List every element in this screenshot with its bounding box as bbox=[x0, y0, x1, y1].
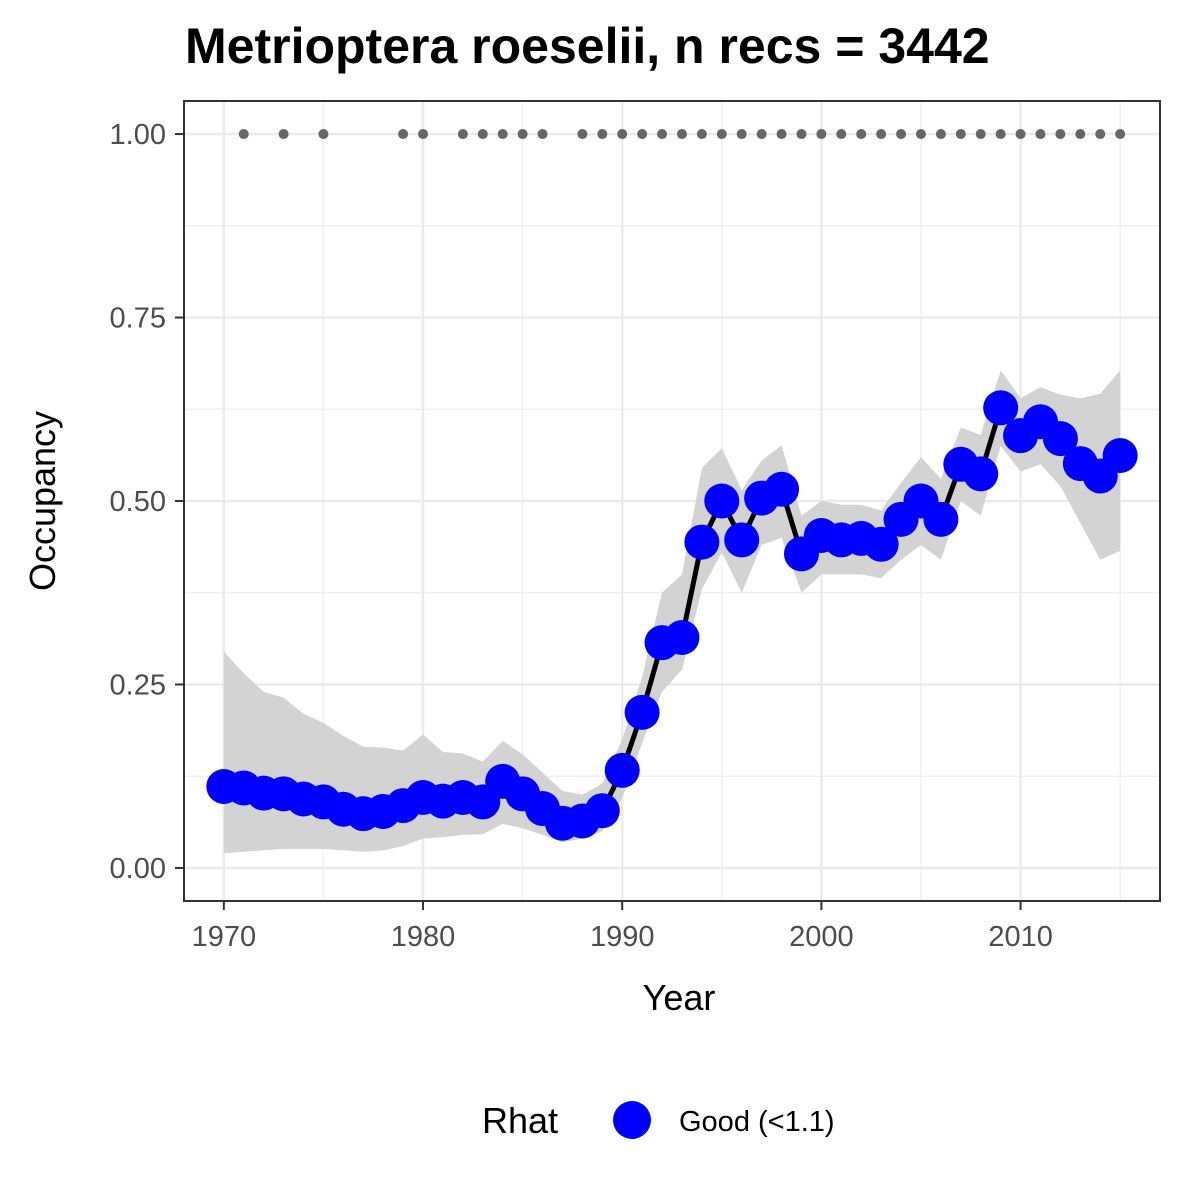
record-dot bbox=[975, 129, 986, 140]
record-dot bbox=[617, 129, 628, 140]
record-dot bbox=[1095, 129, 1106, 140]
record-dot bbox=[736, 129, 747, 140]
record-dots bbox=[238, 129, 1126, 140]
x-tick-label: 1980 bbox=[391, 921, 456, 953]
record-dot bbox=[398, 129, 409, 140]
data-point bbox=[584, 793, 620, 829]
record-dot bbox=[497, 129, 508, 140]
record-dot bbox=[776, 129, 787, 140]
record-dot bbox=[1035, 129, 1046, 140]
legend-key-good bbox=[613, 1101, 651, 1139]
data-point bbox=[983, 390, 1019, 426]
data-point bbox=[704, 483, 740, 519]
record-dot bbox=[238, 129, 249, 140]
y-tick-label: 0.50 bbox=[110, 486, 166, 518]
legend-title: Rhat bbox=[482, 1100, 558, 1141]
record-dot bbox=[856, 129, 867, 140]
record-dot bbox=[657, 129, 668, 140]
data-point bbox=[764, 471, 800, 507]
record-dot bbox=[1075, 129, 1086, 140]
record-dot bbox=[676, 129, 687, 140]
x-axis-title: Year bbox=[643, 977, 716, 1018]
y-tick-label: 1.00 bbox=[110, 119, 166, 151]
record-dot bbox=[756, 129, 767, 140]
data-point bbox=[684, 524, 720, 560]
record-dot bbox=[955, 129, 966, 140]
data-point bbox=[624, 694, 660, 730]
legend-label-good: Good (<1.1) bbox=[679, 1106, 835, 1138]
chart-title: Metrioptera roeselii, n recs = 3442 bbox=[185, 18, 990, 74]
x-axis: 1970 1980 1990 2000 2010 bbox=[192, 901, 1053, 953]
record-dot bbox=[896, 129, 907, 140]
x-tick-label: 2000 bbox=[789, 921, 854, 953]
record-dot bbox=[716, 129, 727, 140]
x-tick-label: 1970 bbox=[192, 921, 257, 953]
record-dot bbox=[418, 129, 429, 140]
data-point bbox=[863, 526, 899, 562]
record-dot bbox=[995, 129, 1006, 140]
record-dot bbox=[477, 129, 488, 140]
record-dot bbox=[637, 129, 648, 140]
record-dot bbox=[876, 129, 887, 140]
data-point bbox=[664, 620, 700, 656]
grid-major bbox=[184, 101, 1160, 901]
record-dot bbox=[915, 129, 926, 140]
record-dot bbox=[457, 129, 468, 140]
data-point bbox=[604, 752, 640, 788]
record-dot bbox=[1015, 129, 1026, 140]
record-dot bbox=[1115, 129, 1126, 140]
y-axis-title: Occupancy bbox=[22, 411, 63, 591]
data-point bbox=[724, 522, 760, 558]
data-point bbox=[963, 456, 999, 492]
occupancy-points bbox=[206, 390, 1138, 841]
record-dot bbox=[517, 129, 528, 140]
record-dot bbox=[537, 129, 548, 140]
record-dot bbox=[1055, 129, 1066, 140]
y-tick-label: 0.00 bbox=[110, 853, 166, 885]
plot-panel bbox=[183, 100, 1161, 902]
x-tick-label: 1990 bbox=[590, 921, 655, 953]
y-tick-label: 0.25 bbox=[110, 669, 166, 701]
legend: Rhat Good (<1.1) bbox=[482, 1100, 835, 1141]
record-dot bbox=[935, 129, 946, 140]
confidence-ribbon bbox=[223, 370, 1121, 854]
record-dot bbox=[278, 129, 289, 140]
record-dot bbox=[696, 129, 707, 140]
data-point bbox=[923, 501, 959, 537]
y-tick-label: 0.75 bbox=[110, 303, 166, 335]
record-dot bbox=[577, 129, 588, 140]
data-point bbox=[1042, 421, 1078, 457]
record-dot bbox=[318, 129, 329, 140]
record-dot bbox=[816, 129, 827, 140]
y-axis: 0.00 0.25 0.50 0.75 1.00 bbox=[110, 119, 184, 885]
x-tick-label: 2010 bbox=[988, 921, 1053, 953]
record-dot bbox=[597, 129, 608, 140]
record-dot bbox=[796, 129, 807, 140]
data-point bbox=[1102, 437, 1138, 473]
record-dot bbox=[836, 129, 847, 140]
